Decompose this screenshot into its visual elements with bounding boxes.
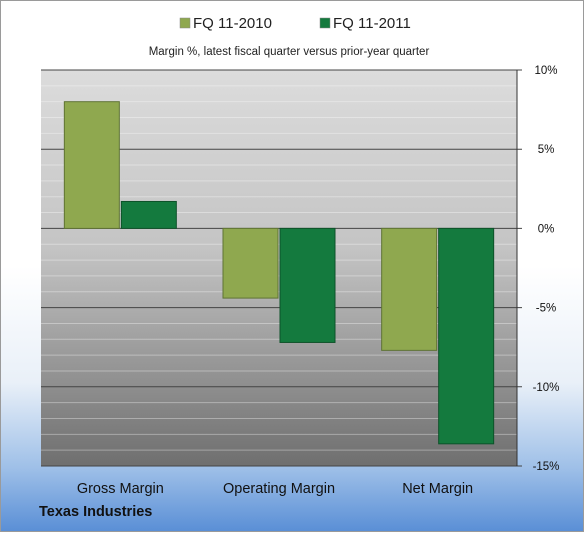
legend-swatch-fq-11-2011: [319, 17, 331, 29]
legend: FQ 11-2010 FQ 11-2011: [179, 15, 411, 32]
y-tick-label: 5%: [538, 144, 555, 156]
y-tick-label: 0%: [538, 223, 555, 235]
x-axis-labels: Gross Margin Operating Margin Net Margin: [77, 481, 473, 497]
bars: [63, 101, 495, 445]
bar-operating-margin-fq-11-2010: [222, 227, 279, 299]
legend-label-fq-11-2011: FQ 11-2011: [333, 15, 411, 32]
gridlines: [41, 69, 522, 467]
bar-net-margin-fq-11-2011: [438, 227, 495, 445]
plot-area: [41, 70, 517, 466]
legend-swatch-fq-11-2010: [179, 17, 191, 29]
y-tick-label: -15%: [533, 461, 560, 473]
x-tick-label: Net Margin: [402, 481, 473, 497]
bar-operating-margin-fq-11-2011: [279, 227, 336, 343]
legend-label-fq-11-2010: FQ 11-2010: [193, 15, 272, 32]
company-label: Texas Industries: [39, 504, 152, 520]
x-tick-label: Gross Margin: [77, 481, 164, 497]
chart-title: Margin %, latest fiscal quarter versus p…: [149, 46, 430, 58]
bar-gross-margin-fq-11-2010: [63, 101, 120, 229]
y-tick-label: 10%: [534, 65, 557, 77]
bar-gross-margin-fq-11-2011: [120, 200, 177, 229]
y-tick-label: -5%: [536, 303, 556, 315]
y-tick-label: -10%: [533, 382, 560, 394]
y-axis-ticks: 10% 5% 0% -5% -10% -15%: [533, 65, 560, 473]
x-tick-label: Operating Margin: [223, 481, 335, 497]
bar-net-margin-fq-11-2010: [381, 227, 438, 351]
